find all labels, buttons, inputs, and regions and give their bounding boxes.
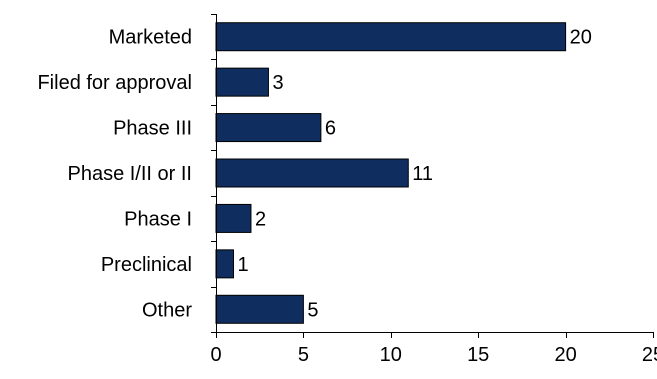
data-label: 2 [255, 208, 266, 230]
bar [215, 249, 234, 279]
x-tick-label: 5 [298, 344, 309, 366]
data-label: 1 [237, 254, 248, 276]
bar [215, 113, 322, 143]
x-ticks-layer: 0 5 10 15 20 25 [210, 332, 657, 366]
y-ticks-layer [211, 14, 216, 333]
bars-layer [215, 22, 567, 324]
data-label: 5 [307, 299, 318, 321]
x-tick-label: 15 [467, 344, 489, 366]
category-label: Other [142, 299, 192, 321]
category-label: Preclinical [101, 254, 192, 276]
data-label: 11 [412, 163, 433, 185]
bar [215, 22, 567, 52]
category-label: Filed for approval [37, 72, 192, 94]
bar [215, 158, 409, 188]
category-label: Phase III [113, 118, 192, 140]
data-label: 20 [570, 27, 592, 49]
x-tick-label: 25 [642, 344, 657, 366]
x-tick-label: 0 [210, 344, 221, 366]
category-label: Phase I [124, 208, 192, 230]
labels-layer: Marketed 20 Filed for approval 3 Phase III 6 P… [37, 27, 591, 322]
category-label: Marketed [109, 27, 192, 49]
bar [215, 203, 252, 233]
data-label: 3 [272, 72, 283, 94]
x-tick-label: 20 [554, 344, 576, 366]
category-label: Phase I/II or II [67, 163, 192, 185]
bar [215, 294, 304, 324]
bar [215, 67, 269, 97]
x-tick-label: 10 [380, 344, 402, 366]
data-label: 6 [325, 118, 336, 140]
